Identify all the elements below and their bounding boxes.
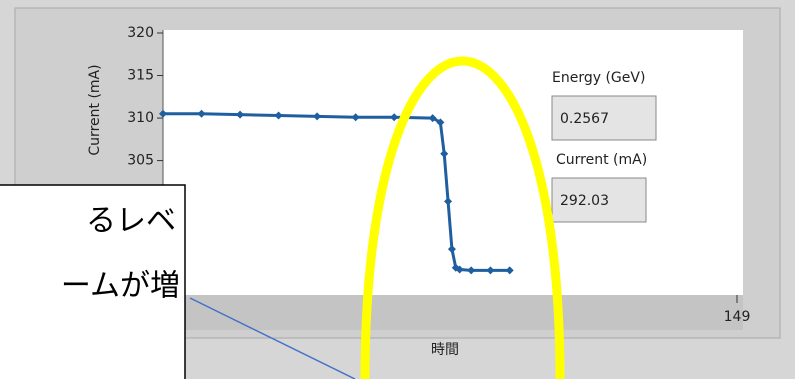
y-axis-label: Current (mA) bbox=[87, 64, 103, 155]
data-point bbox=[447, 245, 456, 254]
indicator-label: Current (mA) bbox=[556, 152, 647, 168]
indicator-value: 0.2567 bbox=[560, 111, 609, 127]
y-tick-label: 305 bbox=[127, 153, 154, 169]
data-point bbox=[467, 266, 476, 275]
indicator-label: Energy (GeV) bbox=[552, 70, 645, 86]
x-scale-band bbox=[163, 295, 743, 330]
callout-box bbox=[0, 184, 186, 379]
indicator-value: 292.03 bbox=[560, 193, 609, 209]
y-tick-label: 315 bbox=[127, 68, 154, 84]
arrow bbox=[189, 297, 356, 379]
data-point bbox=[159, 109, 167, 118]
y-tick-label: 320 bbox=[127, 25, 154, 41]
data-point bbox=[274, 111, 283, 120]
data-point bbox=[436, 118, 445, 127]
highlight-ellipse bbox=[360, 56, 565, 379]
data-point bbox=[428, 114, 437, 123]
data-point bbox=[444, 197, 453, 206]
data-point bbox=[455, 265, 464, 274]
data-point bbox=[313, 112, 322, 121]
data-point bbox=[390, 113, 399, 122]
data-point bbox=[351, 113, 360, 122]
x-axis-label: 時間 bbox=[431, 342, 459, 358]
data-point bbox=[505, 266, 514, 275]
data-point bbox=[197, 109, 206, 118]
x-tick-label: 149 bbox=[724, 309, 751, 325]
indicator-box bbox=[551, 177, 647, 223]
indicator-box bbox=[551, 95, 657, 141]
data-point bbox=[440, 149, 449, 158]
data-point bbox=[236, 110, 245, 119]
callout-text: ームが増 bbox=[61, 269, 180, 304]
data-point bbox=[486, 266, 495, 275]
y-tick-label: 310 bbox=[127, 110, 154, 126]
callout-text: るレベ bbox=[86, 204, 176, 239]
